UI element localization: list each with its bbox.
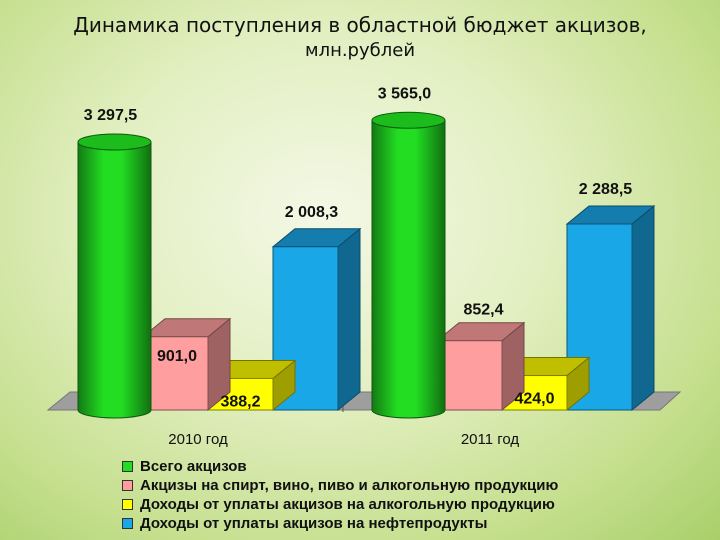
chart-legend: Всего акцизов Акцизы на спирт, вино, пиво… [122,457,558,533]
data-label-s1-1: 852,4 [463,302,503,319]
legend-swatch-2 [122,499,133,510]
legend-item-3: Доходы от уплаты акцизов на нефтепродукт… [122,514,558,533]
legend-label-1: Акцизы на спирт, вино, пиво и алкогольну… [140,477,559,494]
bar-total-top-0 [77,133,152,151]
bar-total-top-1 [371,111,446,129]
legend-swatch-0 [122,461,133,472]
legend-item-1: Акцизы на спирт, вино, пиво и алкогольну… [122,476,558,495]
data-label-s2-0: 388,2 [220,393,260,410]
bar-side-s3-0 [337,227,361,412]
bar-s1-1 [436,340,503,411]
chart-title-line-2: млн.рублей [304,40,416,61]
legend-item-0: Всего акцизов [122,457,558,476]
data-label-s1-0: 901,0 [157,348,197,365]
bar-side-s3-1 [631,204,655,412]
bar-total-1 [371,119,446,419]
chart-title-line-1: Динамика поступления в областной бюджет … [73,13,647,37]
legend-swatch-1 [122,480,133,491]
legend-swatch-3 [122,518,133,529]
data-label-s0-0: 3 297,5 [84,107,137,124]
bar-s1-0 [142,336,209,411]
data-label-s2-1: 424,0 [514,391,554,408]
legend-label-0: Всего акцизов [140,458,247,475]
legend-label-3: Доходы от уплаты акцизов на нефтепродукт… [140,515,488,532]
data-label-s3-1: 2 288,5 [579,181,632,198]
bar-total-0 [77,141,152,419]
legend-label-2: Доходы от уплаты акцизов на алкогольную … [140,496,555,513]
data-label-s3-0: 2 008,3 [285,204,338,221]
legend-item-2: Доходы от уплаты акцизов на алкогольную … [122,495,558,514]
category-label-1: 2011 год [461,431,520,448]
category-label-0: 2010 год [168,431,228,448]
data-label-s0-1: 3 565,0 [378,85,431,102]
